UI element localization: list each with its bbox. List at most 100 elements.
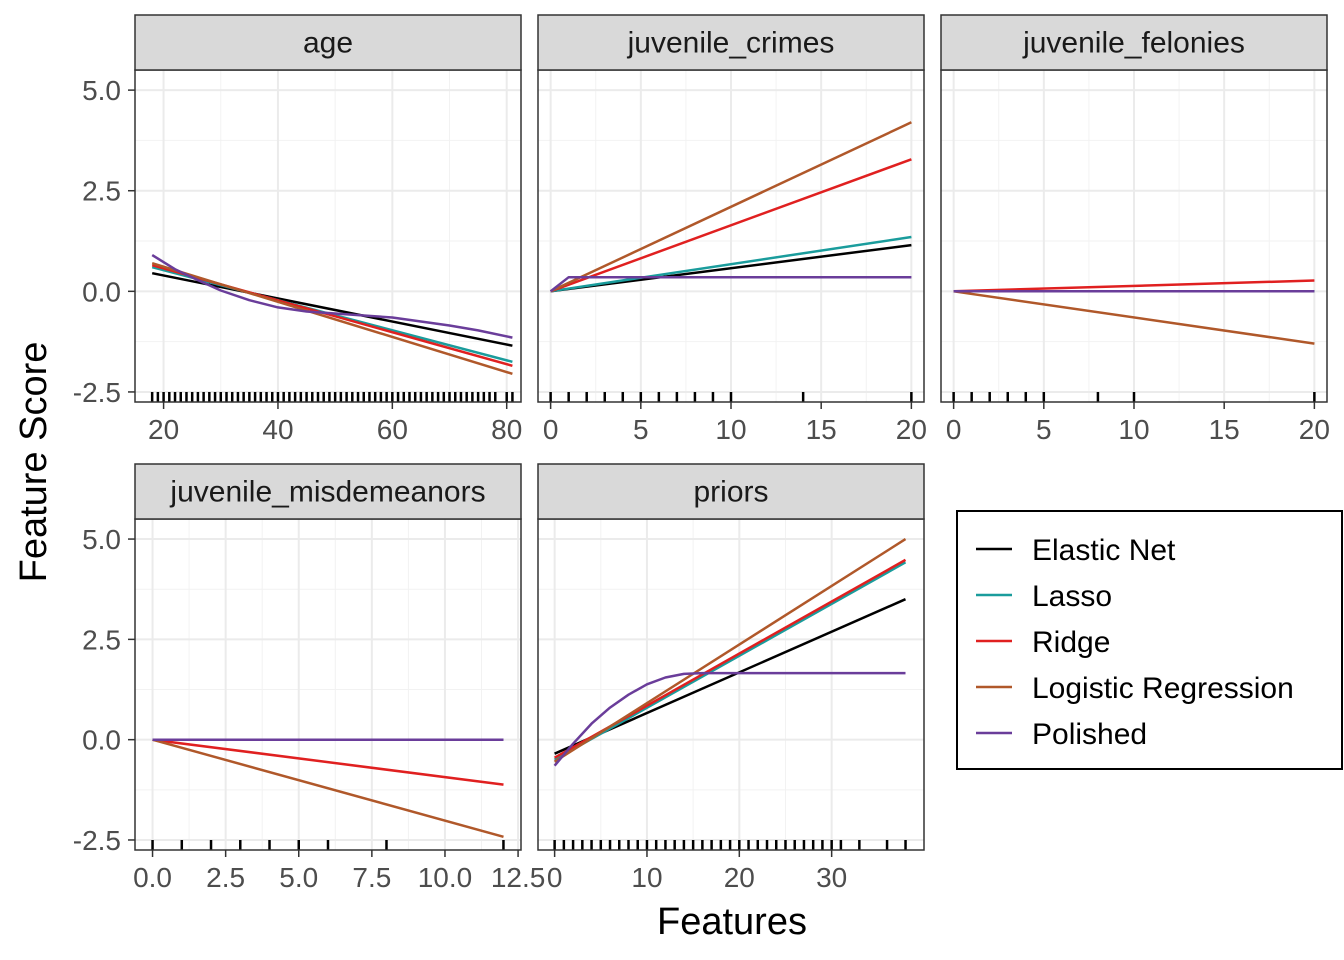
series-line-ridge (550, 158, 912, 293)
legend-label: Ridge (1032, 626, 1110, 659)
x-tick-label: 10 (1118, 414, 1149, 445)
series-lines (549, 121, 912, 293)
y-tick-label: 2.5 (82, 176, 121, 207)
y-tick-label: 5.0 (82, 524, 121, 555)
panel-priors: priors 0 10 20 30 (537, 463, 925, 893)
legend-item-lasso: Lasso (976, 580, 1112, 613)
panel-juvenile_felonies: juvenile_felonies 0 5 10 15 20 (940, 14, 1330, 445)
y-tick-label: -2.5 (73, 825, 121, 856)
x-axis-title: Features (657, 901, 807, 943)
panel-background (135, 519, 521, 850)
facet-strip (134, 463, 522, 520)
series-line-logistic-regression (553, 538, 907, 763)
x-tick-label: 80 (491, 414, 522, 445)
panel-background (538, 519, 924, 850)
facet-title: juvenile_crimes (627, 27, 835, 60)
x-tick-label: 10 (715, 414, 746, 445)
rug-marks (952, 392, 1316, 402)
x-tick-label: 20 (1299, 414, 1330, 445)
y-axis-title: Feature Score (13, 342, 55, 583)
x-tick-label: 10.0 (418, 862, 473, 893)
x-tick-label: 0.0 (133, 862, 172, 893)
facet-strip (134, 14, 522, 71)
series-line-polished (151, 254, 513, 339)
y-tick-label: 5.0 (82, 75, 121, 106)
x-tick-label: 0 (547, 862, 563, 893)
x-axis-ticks: 0 5 10 15 20 (543, 402, 927, 445)
facet-strip (537, 463, 925, 520)
legend-item-ridge: Ridge (976, 626, 1110, 659)
grid-lines (135, 70, 521, 402)
x-axis-ticks: 0 5 10 15 20 (946, 402, 1330, 445)
x-tick-label: 20 (724, 862, 755, 893)
facet-title: juvenile_felonies (1022, 27, 1245, 60)
series-line-logistic-regression (151, 262, 513, 375)
chart-panels: age 20 40 60 80 -2.5 0.0 2.5 5.0 juvenile_crimes 0… (73, 14, 1330, 893)
x-tick-label: 5.0 (279, 862, 318, 893)
rug-marks (553, 840, 907, 850)
x-axis-ticks: 0.0 2.5 5.0 7.5 10.0 12.5 (133, 850, 545, 893)
legend-item-elastic-net: Elastic Net (976, 534, 1176, 567)
x-tick-label: 20 (148, 414, 179, 445)
y-tick-label: -2.5 (73, 377, 121, 408)
y-tick-label: 2.5 (82, 624, 121, 655)
legend-label: Logistic Regression (1032, 672, 1294, 705)
legend-label: Lasso (1032, 580, 1112, 613)
legend-label: Elastic Net (1032, 534, 1176, 567)
series-line-polished (549, 275, 912, 293)
legend-item-polished: Polished (976, 718, 1147, 751)
series-line-ridge (152, 738, 504, 786)
legend: Elastic Net Lasso Ridge Logistic Regression… (956, 510, 1343, 770)
y-axis-ticks: -2.5 0.0 2.5 5.0 (73, 524, 135, 856)
series-lines (553, 538, 907, 767)
x-tick-label: 5 (1036, 414, 1052, 445)
facet-title: age (303, 27, 353, 60)
series-line-ridge (953, 279, 1315, 293)
x-tick-label: 15 (1209, 414, 1240, 445)
series-lines (152, 738, 504, 839)
facet-title: priors (693, 476, 768, 509)
facet-strip (940, 14, 1328, 71)
x-tick-label: 5 (633, 414, 649, 445)
x-tick-label: 30 (816, 862, 847, 893)
x-tick-label: 0 (946, 414, 962, 445)
panel-juvenile_misdemeanors: juvenile_misdemeanors 0.0 2.5 5.0 7.5 10.0 12.… (73, 463, 545, 893)
y-tick-label: 0.0 (82, 276, 121, 307)
panel-age: age 20 40 60 80 -2.5 0.0 2.5 5.0 (73, 14, 522, 445)
y-axis-ticks: -2.5 0.0 2.5 5.0 (73, 75, 135, 408)
series-line-lasso (553, 561, 907, 761)
x-axis-ticks: 20 40 60 80 (148, 402, 522, 445)
x-tick-label: 15 (806, 414, 837, 445)
x-tick-label: 7.5 (352, 862, 391, 893)
x-tick-label: 12.5 (491, 862, 546, 893)
rug-marks (549, 392, 913, 402)
legend-items: Elastic Net Lasso Ridge Logistic Regression… (976, 534, 1294, 751)
y-tick-label: 0.0 (82, 725, 121, 756)
series-lines (151, 254, 513, 375)
panel-juvenile_crimes: juvenile_crimes 0 5 10 15 20 (537, 14, 927, 445)
series-lines (953, 279, 1315, 345)
series-line-logistic-regression (953, 290, 1315, 345)
x-tick-label: 60 (377, 414, 408, 445)
legend-box (956, 510, 1343, 770)
x-tick-label: 0 (543, 414, 559, 445)
x-axis-ticks: 0 10 20 30 (547, 850, 847, 893)
x-tick-label: 10 (631, 862, 662, 893)
legend-label: Polished (1032, 718, 1147, 751)
x-tick-label: 2.5 (206, 862, 245, 893)
facet-strip (537, 14, 925, 71)
x-tick-label: 20 (896, 414, 927, 445)
grid-lines (538, 70, 924, 402)
rug-marks (151, 840, 505, 850)
rug-marks (150, 392, 514, 402)
series-line-logistic-regression (152, 738, 504, 839)
series-line-polished (553, 671, 906, 767)
grid-lines (941, 70, 1327, 402)
series-line-lasso (550, 235, 912, 293)
series-line-elastic-net (550, 243, 912, 293)
legend-item-logistic-regression: Logistic Regression (976, 672, 1294, 705)
series-line-logistic-regression (550, 121, 912, 293)
facet-title: juvenile_misdemeanors (169, 476, 485, 509)
x-tick-label: 40 (262, 414, 293, 445)
